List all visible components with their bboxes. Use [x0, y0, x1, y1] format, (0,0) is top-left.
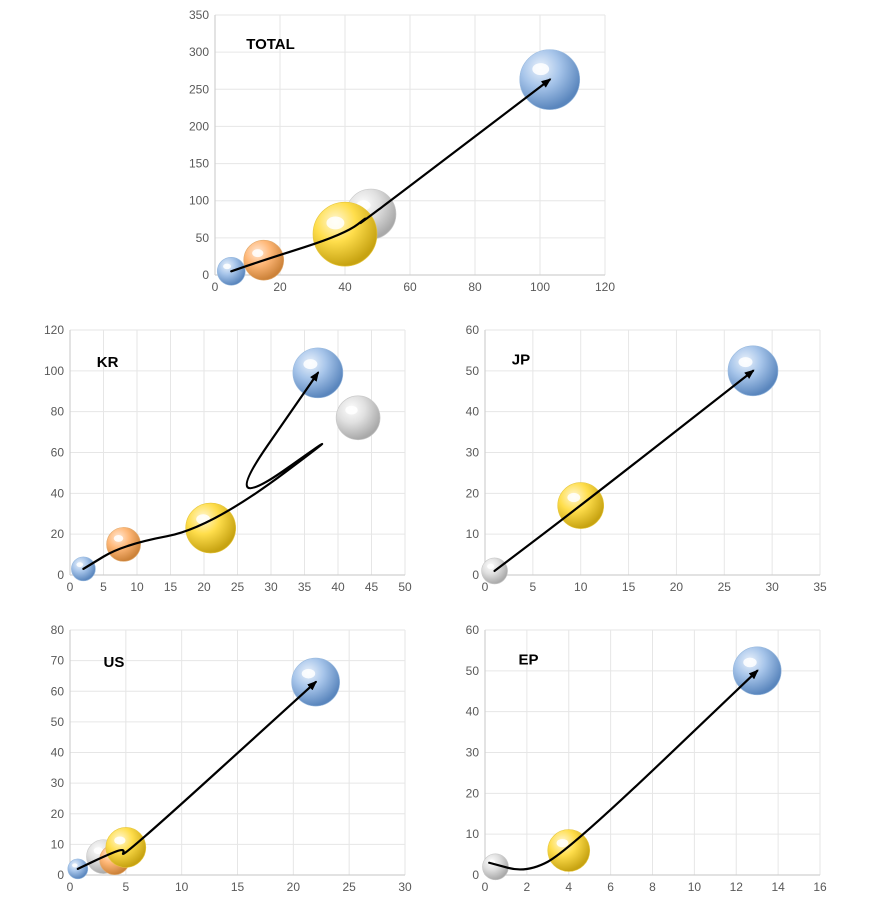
y-tick-label: 10	[51, 837, 65, 851]
x-tick-label: 5	[530, 580, 537, 594]
y-tick-label: 70	[51, 654, 65, 668]
y-tick-label: 40	[51, 486, 65, 500]
chart-jp: 010203040506005101520253035JP	[440, 320, 835, 605]
bubbles	[217, 50, 580, 286]
y-tick-label: 0	[57, 568, 64, 582]
y-tick-label: 80	[51, 623, 65, 637]
x-tick-label: 15	[231, 880, 245, 894]
y-tick-label: 80	[51, 405, 65, 419]
chart-kr: 0 20 40 60 80 100 120 0 5 10 15 20 25 30 35 40 45 50 KR	[25, 320, 420, 605]
x-tick-label: 25	[718, 580, 732, 594]
x-tick-label: 50	[398, 580, 412, 594]
y-tick-label: 100	[189, 194, 209, 208]
x-tick-label: 16	[813, 880, 827, 894]
x-tick-label: 100	[530, 280, 550, 294]
x-tick-label: 12	[730, 880, 744, 894]
y-tick-label: 0	[472, 568, 479, 582]
y-tick-label: 60	[466, 623, 480, 637]
chart-title: JP	[512, 351, 530, 368]
x-tick-label: 5	[122, 880, 129, 894]
trend-arrow	[489, 671, 757, 870]
y-tick-label: 300	[189, 45, 209, 59]
x-tick-label: 35	[298, 580, 312, 594]
y-tick-label: 20	[51, 807, 65, 821]
y-tick-label: 50	[466, 364, 480, 378]
x-tick-label: 10	[130, 580, 144, 594]
chart-us: 0 10 20 30 40 50 60 70 80 0 5 10 15 20 25 30 US	[25, 620, 420, 905]
x-tick-label: 40	[331, 580, 345, 594]
chart-title: EP	[519, 651, 539, 668]
x-tick-label: 8	[649, 880, 656, 894]
x-tick-label: 0	[212, 280, 219, 294]
bubble-silver	[336, 396, 380, 440]
y-tick-label: 100	[44, 364, 64, 378]
bubble-yellow	[313, 202, 377, 266]
x-tick-label: 15	[622, 580, 636, 594]
x-tick-label: 80	[468, 280, 482, 294]
y-tick-label: 10	[466, 527, 480, 541]
y-tick-label: 60	[51, 446, 65, 460]
y-tick-label: 20	[466, 486, 480, 500]
x-tick-label: 120	[595, 280, 615, 294]
y-tick-label: 0	[202, 268, 209, 282]
x-tick-label: 10	[175, 880, 189, 894]
y-tick-label: 30	[51, 776, 65, 790]
x-tick-label: 60	[403, 280, 417, 294]
x-tick-label: 25	[342, 880, 356, 894]
x-tick-label: 45	[365, 580, 379, 594]
y-tick-label: 40	[466, 705, 480, 719]
y-tick-label: 350	[189, 8, 209, 22]
x-tick-label: 40	[338, 280, 352, 294]
x-tick-label: 30	[264, 580, 278, 594]
x-tick-label: 30	[398, 880, 412, 894]
y-tick-label: 60	[51, 684, 65, 698]
x-tick-label: 10	[688, 880, 702, 894]
y-tick-label: 50	[466, 664, 480, 678]
x-tick-label: 10	[574, 580, 588, 594]
x-tick-label: 4	[565, 880, 572, 894]
x-tick-label: 25	[231, 580, 245, 594]
y-tick-label: 120	[44, 323, 64, 337]
y-tick-label: 150	[189, 157, 209, 171]
x-tick-label: 5	[100, 580, 107, 594]
x-tick-label: 0	[482, 880, 489, 894]
x-tick-label: 0	[67, 580, 74, 594]
x-tick-label: 2	[524, 880, 531, 894]
y-tick-label: 10	[466, 827, 480, 841]
y-tick-label: 40	[466, 405, 480, 419]
y-tick-label: 50	[51, 715, 65, 729]
x-tick-label: 0	[67, 880, 74, 894]
bubble-yellow	[548, 830, 590, 872]
y-tick-label: 0	[57, 868, 64, 882]
chart-title: TOTAL	[246, 36, 295, 53]
x-tick-label: 6	[607, 880, 614, 894]
x-tick-label: 14	[771, 880, 785, 894]
bubbles	[71, 348, 380, 581]
y-tick-label: 20	[466, 786, 480, 800]
y-tick-label: 40	[51, 746, 65, 760]
trend-arrow	[231, 80, 550, 272]
y-tick-label: 20	[51, 527, 65, 541]
x-tick-label: 20	[273, 280, 287, 294]
y-tick-label: 30	[466, 746, 480, 760]
chart-title: US	[104, 654, 125, 671]
y-tick-label: 60	[466, 323, 480, 337]
x-tick-label: 20	[287, 880, 301, 894]
y-tick-label: 200	[189, 119, 209, 133]
y-tick-label: 30	[466, 446, 480, 460]
y-tick-label: 50	[196, 231, 210, 245]
x-tick-label: 20	[670, 580, 684, 594]
x-tick-label: 35	[813, 580, 827, 594]
y-tick-label: 250	[189, 82, 209, 96]
chart-ep: 0 10 20 30 40 50 60 0 2 4 6 8 10 12 14 16 EP	[440, 620, 835, 905]
chart-total: 0 50 100 150 200 250 300 350 0 20 40 60 80 100 120 TOTA…	[170, 5, 620, 305]
bubble-yellow	[106, 827, 146, 867]
x-tick-label: 15	[164, 580, 178, 594]
x-tick-label: 30	[765, 580, 779, 594]
chart-title: KR	[97, 354, 119, 371]
x-tick-label: 20	[197, 580, 211, 594]
y-tick-label: 0	[472, 868, 479, 882]
